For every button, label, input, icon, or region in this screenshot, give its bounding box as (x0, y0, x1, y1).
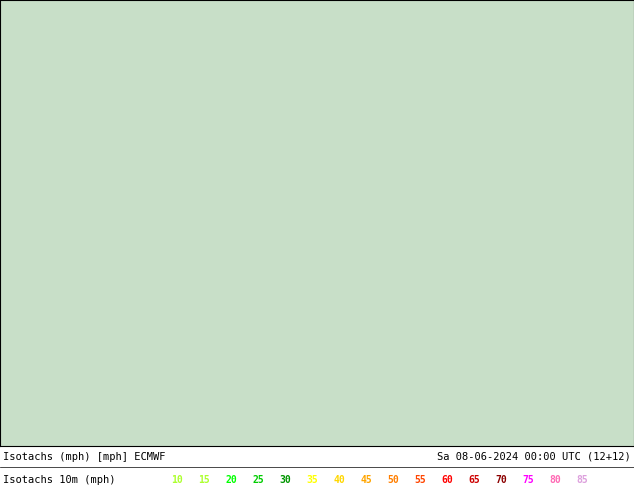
Text: Isotachs (mph) [mph] ECMWF: Isotachs (mph) [mph] ECMWF (3, 452, 165, 462)
Text: 50: 50 (387, 475, 399, 485)
Text: 25: 25 (252, 475, 264, 485)
Text: 85: 85 (577, 475, 588, 485)
Text: 45: 45 (361, 475, 372, 485)
Text: 70: 70 (496, 475, 507, 485)
Text: Sa 08-06-2024 00:00 UTC (12+12): Sa 08-06-2024 00:00 UTC (12+12) (437, 452, 631, 462)
Text: Isotachs 10m (mph): Isotachs 10m (mph) (3, 475, 115, 485)
Text: 15: 15 (198, 475, 210, 485)
Text: 35: 35 (306, 475, 318, 485)
Text: 20: 20 (225, 475, 237, 485)
Text: 75: 75 (522, 475, 534, 485)
Text: 65: 65 (469, 475, 481, 485)
Text: 90: 90 (604, 475, 616, 485)
Text: 30: 30 (280, 475, 291, 485)
Text: 10: 10 (171, 475, 183, 485)
Text: 60: 60 (441, 475, 453, 485)
Text: 80: 80 (550, 475, 562, 485)
Text: 55: 55 (415, 475, 426, 485)
Text: 40: 40 (333, 475, 345, 485)
